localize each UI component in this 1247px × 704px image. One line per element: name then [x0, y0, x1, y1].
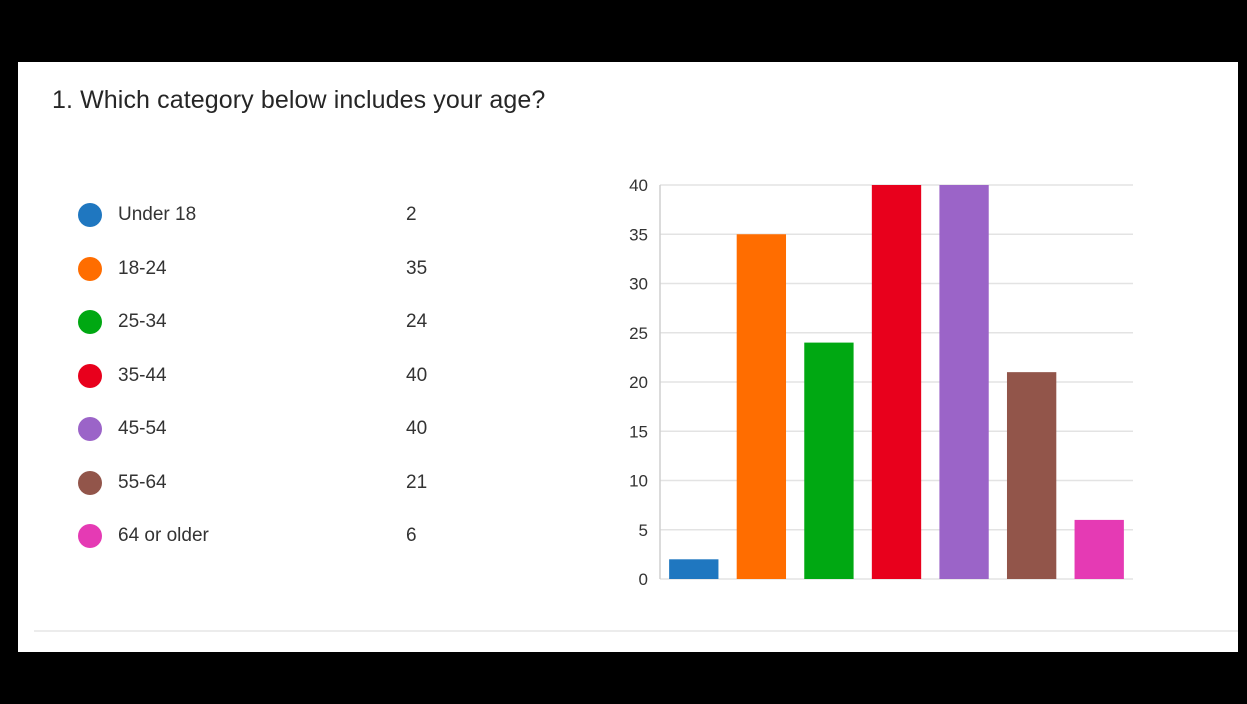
bar — [669, 559, 719, 579]
legend-label: 35-44 — [118, 364, 167, 386]
bar — [804, 342, 854, 579]
legend-item: 35-44 40 — [78, 361, 438, 415]
legend-label: 55-64 — [118, 471, 167, 493]
legend-label: 64 or older — [118, 525, 209, 546]
legend-dot-icon — [78, 310, 102, 334]
y-tick-label: 5 — [639, 521, 648, 540]
bar — [736, 234, 787, 579]
y-tick-label: 0 — [639, 570, 648, 589]
legend-count: 24 — [406, 311, 428, 332]
bar-chart: 0 5 10 15 20 25 30 35 40 — [629, 176, 1133, 589]
legend-item: 64 or older 6 — [78, 521, 438, 575]
legend-dot-icon — [78, 256, 102, 281]
legend-count: 40 — [406, 364, 428, 386]
y-tick-label: 35 — [629, 225, 648, 244]
legend-dot-icon — [78, 417, 102, 441]
legend-count: 35 — [406, 257, 428, 279]
legend-count: 2 — [406, 204, 417, 225]
legend-label: Under 18 — [118, 204, 197, 225]
legend-count: 6 — [406, 525, 417, 546]
y-tick-label: 30 — [629, 275, 648, 294]
bar — [939, 185, 989, 579]
question-title: 1. Which category below includes your ag… — [52, 86, 546, 114]
legend-label: 45-54 — [118, 418, 167, 439]
legend-dot-icon — [78, 524, 102, 548]
legend-dot-icon — [78, 363, 102, 388]
legend-item: 55-64 21 — [78, 468, 438, 522]
legend-count: 40 — [406, 418, 428, 439]
divider — [34, 630, 1238, 632]
legend-item: 45-54 40 — [78, 414, 438, 468]
legend-label: 25-34 — [118, 311, 167, 332]
legend-item: 25-34 24 — [78, 307, 438, 361]
y-tick-label: 20 — [629, 373, 648, 392]
legend-item: Under 18 2 — [78, 200, 438, 254]
legend-label: 18-24 — [118, 257, 167, 279]
bar — [1074, 519, 1124, 579]
bar — [871, 185, 922, 579]
legend-item: 18-24 35 — [78, 254, 438, 308]
y-tick-label: 25 — [629, 324, 648, 343]
y-tick-label: 40 — [629, 176, 648, 195]
question-card: 1. Which category below includes your ag… — [18, 62, 1238, 652]
legend: Under 18 2 18-24 35 25-34 24 35-44 40 45… — [78, 200, 438, 575]
legend-count: 21 — [406, 471, 428, 493]
legend-dot-icon — [78, 470, 102, 495]
y-tick-label: 10 — [629, 472, 648, 491]
bar — [1006, 372, 1057, 579]
y-tick-label: 15 — [629, 422, 648, 441]
legend-dot-icon — [78, 203, 102, 227]
